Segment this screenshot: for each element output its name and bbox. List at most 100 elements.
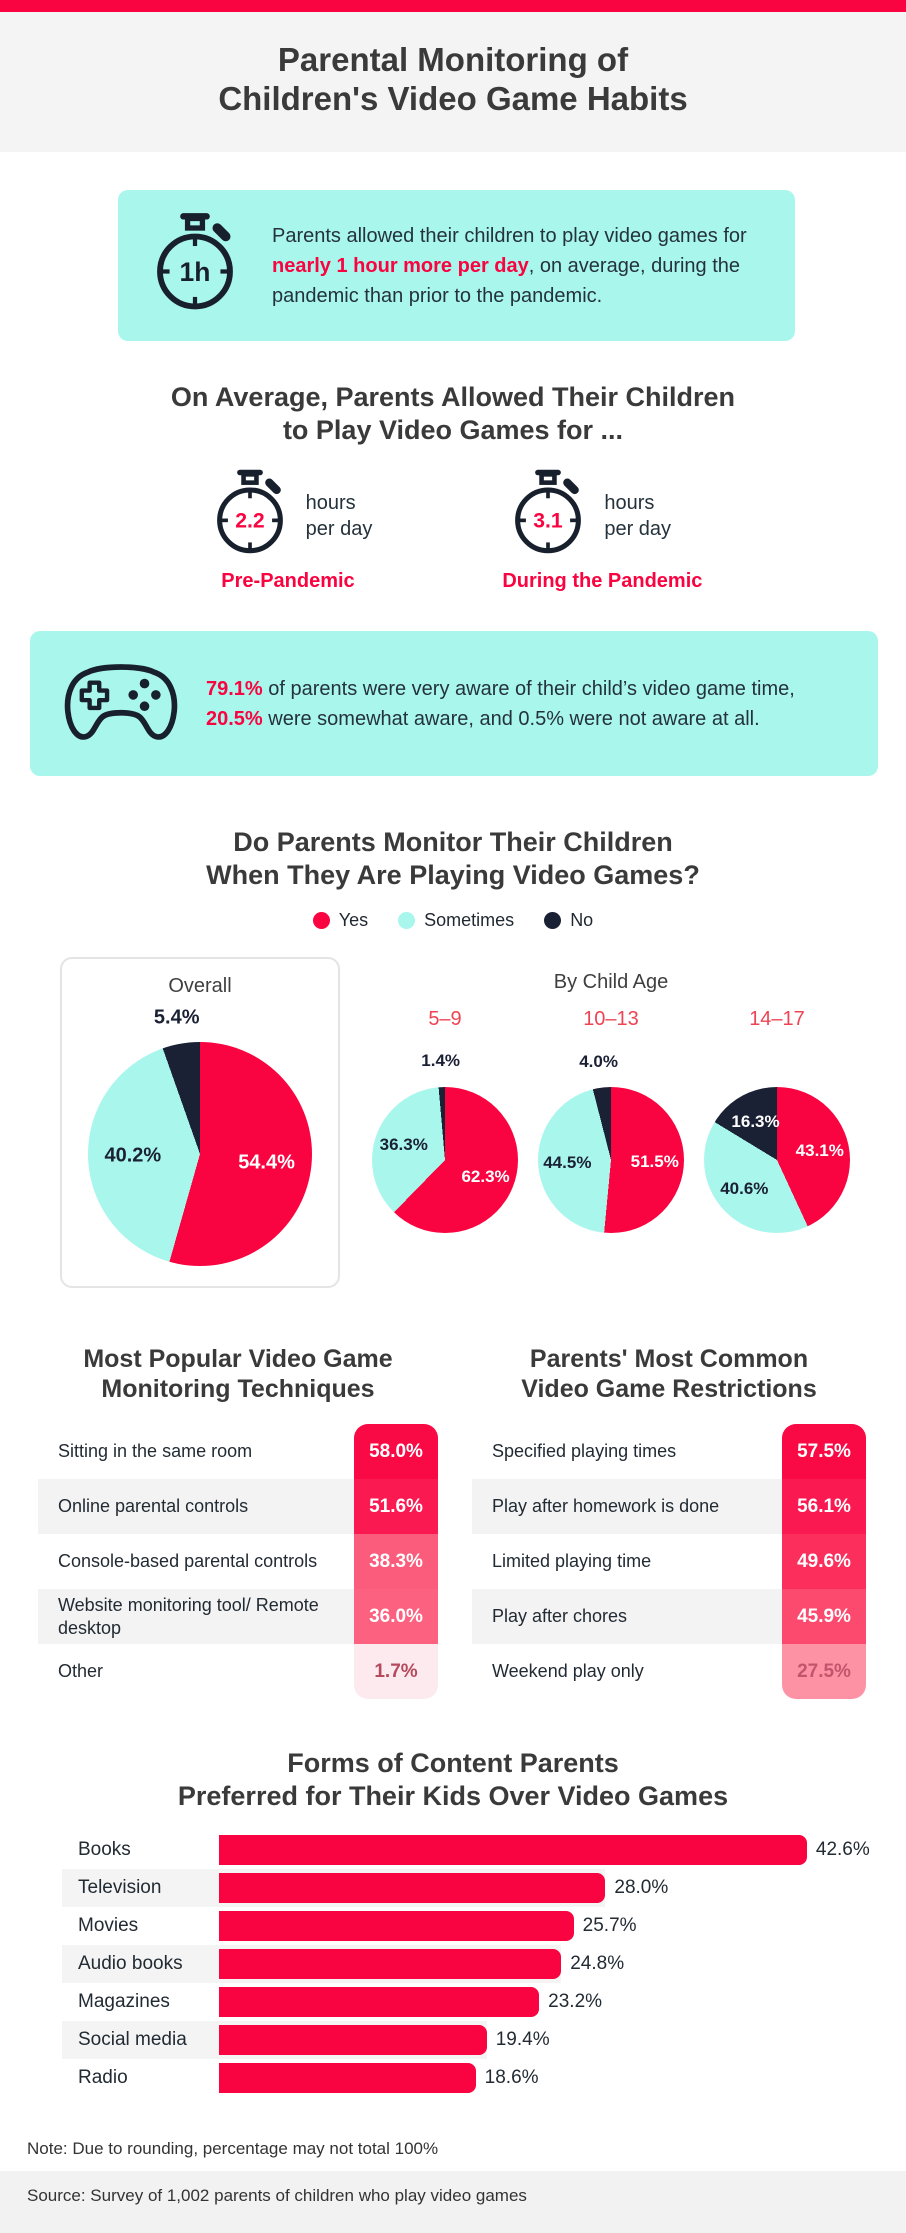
bar [219, 2063, 476, 2093]
highlighted-text: nearly 1 hour more per day [272, 254, 529, 277]
monitoring-techniques-rows: Sitting in the same room 58.0% Online pare… [38, 1424, 438, 1699]
pie-slice-label-no: 4.0% [579, 1051, 618, 1071]
legend-label: Sometimes [424, 910, 515, 930]
by-age-group: By Child Age 5–9 62.3% 36.3% 1.4% 10–13 51… [362, 957, 860, 1233]
awareness-callout: 79.1% of parents were very aware of thei… [30, 631, 878, 776]
bar-row: Movies 25.7% [62, 1907, 906, 1945]
preferred-content-section: Forms of Content Parents Preferred for T… [0, 1747, 906, 2097]
bar [219, 1987, 540, 2017]
plain-text: Parents allowed their children to play v… [272, 224, 747, 247]
pie-slice-label-no: 16.3% [731, 1111, 780, 1131]
bar-category-label: Television [78, 1877, 162, 1898]
hour-callout-text: Parents allowed their children to play v… [272, 221, 771, 311]
table-row-value: 57.5% [782, 1424, 866, 1479]
legend-dot [544, 912, 562, 929]
pre-pandemic-stat: 2.2 hours per day Pre-Pandemic [204, 467, 373, 593]
monitoring-title-line2: When They Are Playing Video Games? [206, 860, 700, 890]
table-row-label: Other [58, 1661, 104, 1681]
page-header: Parental Monitoring of Children's Video … [0, 12, 906, 152]
average-hours-title-line1: On Average, Parents Allowed Their Childr… [170, 382, 736, 412]
table-row-value: 49.6% [782, 1534, 866, 1589]
plain-text: of parents were very aware of their chil… [262, 677, 795, 700]
svg-text:3.1: 3.1 [534, 510, 564, 533]
bar-value-label: 42.6% [815, 1839, 870, 1860]
page-title-line1: Parental Monitoring of [277, 41, 629, 78]
plain-text: were somewhat aware, and 0.5% were not a… [262, 707, 760, 730]
pie-slice-label-yes: 43.1% [795, 1140, 844, 1160]
bar-capsule: Books [62, 1831, 807, 1869]
bar-category-label: Books [78, 1839, 131, 1860]
bar-row: Audio books 24.8% [62, 1945, 906, 1983]
bar-category-label: Magazines [78, 1991, 170, 2012]
bar-category-label: Audio books [78, 1953, 183, 1974]
table-row-label: Limited playing time [492, 1551, 652, 1571]
table-row-value: 45.9% [782, 1589, 866, 1644]
age-10-13-column: 10–13 51.5% 44.5% 4.0% [528, 1008, 694, 1233]
bar-row: Books 42.6% [62, 1831, 906, 1869]
bar-row: Magazines 23.2% [62, 1983, 906, 2021]
bar-capsule: Radio [62, 2059, 476, 2097]
bar-category-label: Movies [78, 1915, 139, 1936]
monitoring-section: Do Parents Monitor Their Children When T… [0, 826, 906, 1288]
table-row: Weekend play only 27.5% [472, 1644, 866, 1699]
table-row: Sitting in the same room 58.0% [38, 1424, 438, 1479]
bar-capsule: Social media [62, 2021, 487, 2059]
plain-text: , on average, during the pandemic than p… [272, 254, 741, 307]
overall-pie-panel: Overall 54.4% 40.2% 5.4% [60, 957, 340, 1288]
during-pandemic-label: During the Pandemic [502, 570, 703, 592]
top-accent-bar [0, 0, 906, 12]
during-pandemic-stat: 3.1 hours per day During the Pandemic [502, 467, 702, 593]
age-14-17-pie-chart: 43.1% 40.6% 16.3% [704, 1087, 850, 1233]
monitoring-techniques-table: Most Popular Video Game Monitoring Techn… [38, 1344, 438, 1699]
source-band: Source: Survey of 1,002 parents of child… [0, 2171, 906, 2233]
preferred-content-title: Forms of Content Parents Preferred for T… [177, 1748, 729, 1811]
legend-item-sometimes: Sometimes [398, 910, 514, 931]
table-row-value: 36.0% [354, 1589, 438, 1644]
table-row-value: 38.3% [354, 1534, 438, 1589]
bar [219, 2025, 487, 2055]
age-5-9-label: 5–9 [428, 1008, 462, 1030]
pie-slice-label-yes: 54.4% [238, 1151, 295, 1174]
table-row: Other 1.7% [38, 1644, 438, 1699]
table-row-value: 27.5% [782, 1644, 866, 1699]
pie-slice-label-no: 1.4% [421, 1051, 461, 1071]
table-row-label: Specified playing times [492, 1441, 677, 1461]
bar-capsule: Movies [62, 1907, 574, 1945]
bar [219, 1835, 807, 1865]
hours-per-day-label: hours per day [305, 491, 373, 540]
bar [219, 1911, 574, 1941]
highlighted-text: 20.5% [206, 707, 263, 730]
pie-legend: Yes Sometimes No [0, 910, 906, 931]
bar-row: Social media 19.4% [62, 2021, 906, 2059]
pie-slice-label-sometimes: 36.3% [379, 1135, 428, 1155]
table-row-value: 51.6% [354, 1479, 438, 1534]
bar-value-label: 23.2% [548, 1991, 603, 2012]
table-row: Limited playing time 49.6% [472, 1534, 866, 1589]
bar-capsule: Audio books [62, 1945, 562, 1983]
pie-slice-label-yes: 51.5% [630, 1152, 679, 1172]
age-10-13-label: 10–13 [583, 1008, 639, 1030]
pie-slice-label-sometimes: 40.2% [104, 1144, 162, 1167]
legend-dot [398, 912, 416, 929]
overall-pie-title: Overall [168, 975, 232, 997]
legend-label: Yes [338, 910, 369, 930]
legend-item-no: No [544, 910, 593, 931]
restrictions-rows: Specified playing times 57.5% Play after h… [472, 1424, 866, 1699]
table-row: Play after chores 45.9% [472, 1589, 866, 1644]
pre-pandemic-label: Pre-Pandemic [221, 570, 355, 592]
bar-value-label: 25.7% [582, 1915, 637, 1936]
legend-dot [312, 912, 330, 929]
bar-value-label: 18.6% [484, 2067, 539, 2088]
average-hours-title: On Average, Parents Allowed Their Childr… [0, 381, 906, 447]
svg-text:2.2: 2.2 [235, 510, 264, 533]
monitoring-techniques-title: Most Popular Video Game Monitoring Techn… [83, 1345, 393, 1403]
pie-slice-label-no: 5.4% [153, 1006, 200, 1029]
table-row-value: 58.0% [354, 1424, 438, 1479]
bar-value-label: 28.0% [614, 1877, 669, 1898]
bar-category-label: Social media [78, 2029, 187, 2050]
bar-capsule: Magazines [62, 1983, 540, 2021]
table-row: Console-based parental controls 38.3% [38, 1534, 438, 1589]
hours-per-day-label: hours per day [604, 491, 672, 540]
bar-value-label: 19.4% [495, 2029, 550, 2050]
